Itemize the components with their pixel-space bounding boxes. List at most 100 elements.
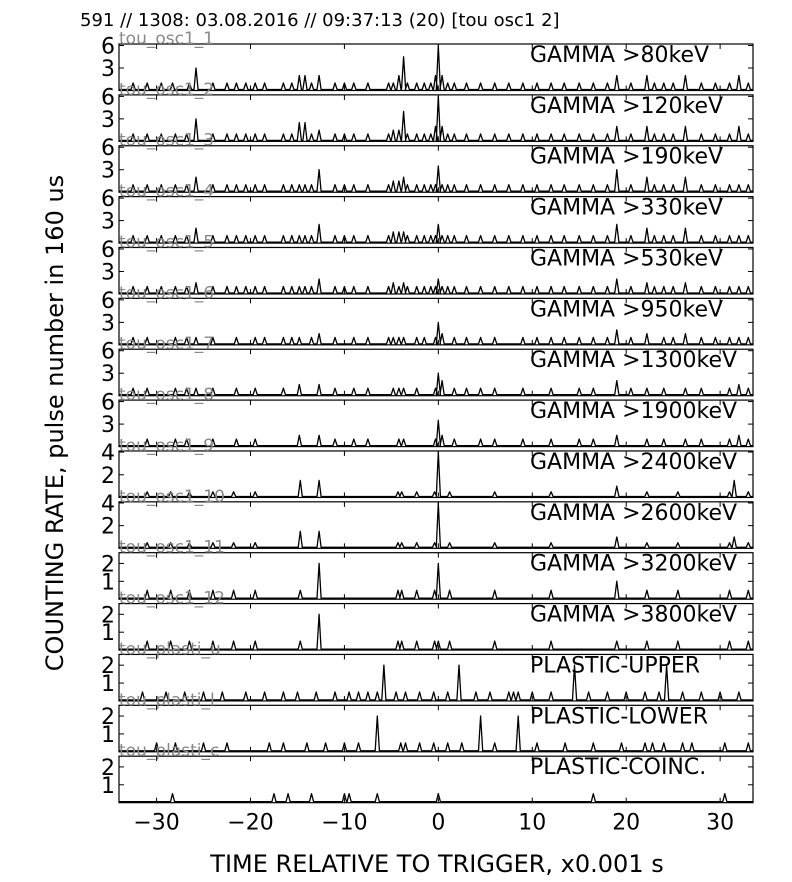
x-tick-label: −20 — [227, 811, 273, 836]
series-line — [119, 715, 753, 752]
chart-title: 591 // 1308: 03.08.2016 // 09:37:13 (20)… — [80, 10, 560, 31]
panel-id-label: tou_osc1_10 — [119, 487, 225, 507]
x-tick-label: 10 — [518, 811, 546, 836]
y-axis-label: COUNTING RATE, pulse number in 160 us — [41, 175, 69, 671]
y-tick-label: 1 — [101, 621, 115, 646]
x-tick-label: −30 — [133, 811, 179, 836]
series-line — [119, 278, 753, 294]
panel: 36 GAMMA >1900keV tou_osc1_8 — [101, 385, 754, 448]
series-line — [119, 223, 753, 243]
panel-label: GAMMA >190keV — [530, 145, 723, 170]
x-tick-label: 0 — [431, 811, 445, 836]
panel-frame — [118, 501, 754, 549]
panel-label: PLASTIC-LOWER — [530, 704, 708, 729]
panel: 36 GAMMA >120keV tou_osc1_2 — [101, 80, 754, 142]
y-tick-label: 2 — [101, 515, 115, 540]
series-line — [119, 451, 753, 498]
series-line — [119, 165, 753, 192]
y-tick-label: 3 — [101, 159, 115, 184]
y-tick-label: 2 — [101, 756, 115, 781]
panel-label: GAMMA >3200keV — [530, 552, 737, 577]
panel-label: PLASTIC-UPPER — [530, 653, 700, 678]
x-axis: −30 −20 −10 0 10 20 30 — [133, 811, 734, 836]
panel: 36 GAMMA >1300keV tou_osc1_7 — [101, 334, 754, 397]
panel-id-label: tou_osc1_5 — [119, 232, 214, 252]
panel-frame — [118, 552, 754, 600]
y-tick-label: 1 — [101, 723, 115, 748]
panel-label: GAMMA >3800keV — [530, 603, 737, 628]
panel-frame — [118, 297, 754, 346]
panel-frame — [118, 348, 754, 397]
panel-label: GAMMA >950keV — [530, 297, 723, 322]
y-tick-label: 6 — [101, 289, 115, 314]
y-tick-label: 4 — [101, 492, 115, 517]
panel-frame — [118, 94, 754, 142]
panel: 36 GAMMA >80keV tou_osc1_1 — [101, 29, 754, 92]
y-tick-label: 3 — [101, 260, 115, 285]
series-line — [119, 321, 753, 345]
panel: 36 GAMMA >950keV tou_osc1_6 — [101, 283, 754, 346]
x-tick-label: 20 — [612, 811, 640, 836]
panel-id-label: tou_osc1_1 — [119, 29, 214, 49]
panel-id-label: tou_osc1_4 — [119, 182, 214, 202]
panel-label: PLASTIC-COINC. — [530, 755, 706, 780]
x-axis-label: TIME RELATIVE TO TRIGGER, x0.001 s — [209, 850, 663, 878]
y-tick-label: 2 — [101, 603, 115, 628]
panel-id-label: tou_osc1_3 — [119, 131, 214, 151]
y-tick-label: 3 — [101, 413, 115, 438]
panel-frame — [118, 145, 754, 193]
panel: 12 PLASTIC-UPPER tou_plasti_u — [101, 639, 754, 702]
y-tick-label: 1 — [101, 570, 115, 595]
y-tick-label: 6 — [101, 187, 115, 212]
series-line — [119, 502, 753, 548]
panel-frame — [118, 246, 754, 295]
panel: 24 GAMMA >2600keV tou_osc1_10 — [101, 487, 754, 549]
panel-label: GAMMA >80keV — [530, 43, 709, 68]
panel-id-label: tou_osc1_11 — [119, 538, 225, 558]
series-line — [119, 44, 753, 91]
panel-id-label: tou_plasti_u — [119, 639, 221, 659]
panel-id-label: tou_osc1_2 — [119, 80, 214, 100]
series-line — [119, 793, 753, 803]
y-tick-label: 6 — [101, 391, 115, 416]
series-line — [119, 664, 753, 701]
y-tick-label: 2 — [101, 705, 115, 730]
y-tick-label: 2 — [101, 654, 115, 679]
panel-label: GAMMA >2400keV — [530, 450, 737, 475]
panel-label: GAMMA >120keV — [530, 94, 723, 119]
panel-label: GAMMA >1300keV — [530, 348, 737, 373]
panel-id-label: tou_osc1_6 — [119, 283, 214, 303]
panel: 12 PLASTIC-LOWER tou_plasti_l — [101, 690, 754, 753]
y-tick-label: 6 — [101, 35, 115, 60]
panel-id-label: tou_osc1_12 — [119, 589, 225, 609]
y-tick-label: 6 — [101, 136, 115, 161]
panel-id-label: tou_osc1_7 — [119, 334, 214, 354]
series-line — [119, 613, 753, 650]
panel-id-label: tou_plasti_c — [119, 741, 219, 761]
panel-label: GAMMA >1900keV — [530, 399, 737, 424]
panel-label: GAMMA >330keV — [530, 196, 723, 221]
y-tick-label: 3 — [101, 108, 115, 133]
panel-label: GAMMA >2600keV — [530, 501, 737, 526]
y-tick-label: 3 — [101, 311, 115, 336]
y-tick-label: 3 — [101, 362, 115, 387]
panel-frame — [118, 602, 754, 651]
panel-frame — [118, 43, 754, 92]
series-line — [119, 419, 753, 447]
panel-frame — [118, 450, 754, 499]
panel-id-label: tou_plasti_l — [119, 690, 215, 710]
y-tick-label: 6 — [101, 85, 115, 110]
panel-frame — [118, 399, 754, 448]
panel-frame — [118, 196, 754, 244]
panel: 12 GAMMA >3800keV tou_osc1_12 — [101, 589, 754, 651]
y-tick-label: 1 — [101, 774, 115, 799]
panel-frame — [118, 704, 754, 753]
panel-frame — [118, 653, 754, 702]
x-tick-label: 30 — [706, 811, 734, 836]
y-tick-label: 6 — [101, 238, 115, 263]
y-tick-label: 3 — [101, 210, 115, 235]
y-tick-label: 3 — [101, 57, 115, 82]
panel: 36 GAMMA >190keV tou_osc1_3 — [101, 131, 754, 193]
